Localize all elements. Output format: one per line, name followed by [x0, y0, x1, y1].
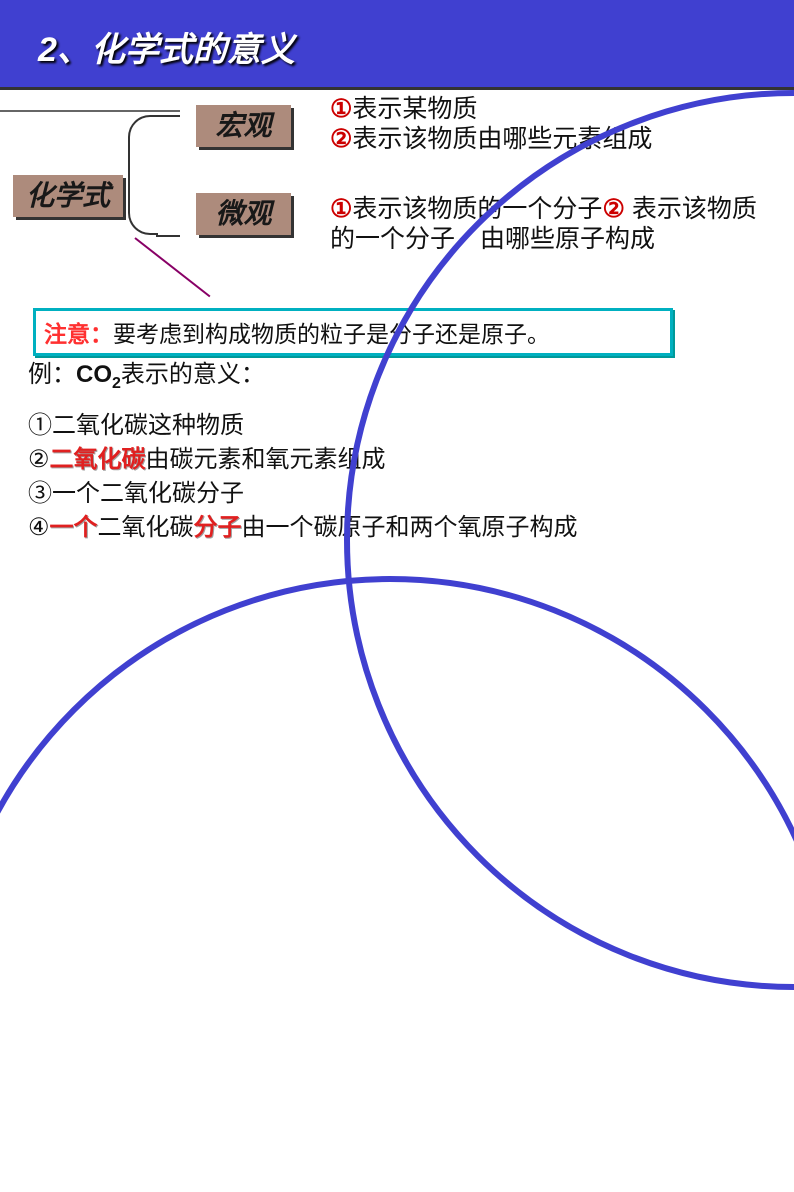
circled-1: ①	[330, 95, 352, 123]
note-label: 注意：	[44, 321, 113, 347]
root-label: 化学式	[26, 180, 110, 211]
ex4-hl2: 分子	[194, 514, 242, 541]
example-pre: 例：	[28, 361, 76, 388]
bracket-shape	[128, 115, 158, 235]
macro-label: 宏观	[215, 110, 271, 141]
ex3-text: 一个二氧化碳分子	[52, 480, 244, 507]
example-formula: CO	[76, 361, 112, 388]
example-post: 表示的意义：	[121, 361, 265, 388]
root-box: 化学式	[13, 175, 123, 217]
macro-line-1: ①表示某物质	[330, 94, 652, 124]
bracket-top-line	[156, 115, 180, 117]
num-4: ④	[28, 514, 50, 541]
connector-line	[134, 237, 210, 297]
header-banner: 2、化学式的意义	[0, 0, 794, 90]
num-2: ②	[28, 446, 50, 473]
micro-box: 微观	[196, 193, 291, 235]
macro-box: 宏观	[196, 105, 291, 147]
macro-line1-text: 表示某物质	[352, 95, 477, 123]
slide-title: 2、化学式的意义	[38, 22, 295, 71]
num-3: ③	[28, 480, 52, 507]
ex4-hl1: 一个	[50, 514, 98, 541]
bracket-bottom-line	[156, 235, 180, 237]
circled-1b: ①	[330, 195, 352, 223]
ex1-text: 二氧化碳这种物质	[52, 412, 244, 439]
circled-2: ②	[330, 125, 352, 153]
ex2-hl: 二氧化碳	[50, 446, 146, 473]
example-sub: 2	[112, 375, 121, 392]
ex4-mid: 二氧化碳	[98, 514, 194, 541]
num-1: ①	[28, 412, 52, 439]
divider-line	[0, 110, 180, 112]
micro-label: 微观	[215, 198, 271, 229]
